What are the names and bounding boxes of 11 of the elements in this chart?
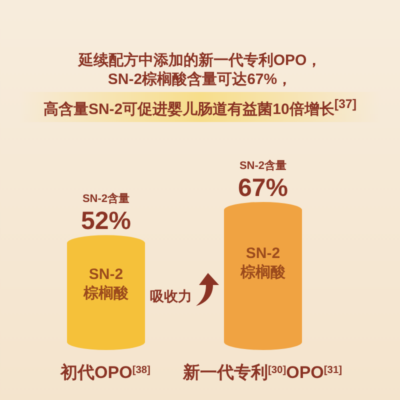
- data-label: 67%: [238, 174, 288, 202]
- text: SN-2 棕榈酸: [240, 245, 286, 282]
- x-tick-label: 新一代专利$^{[30]}$OPO$^{[31]}$: [182, 363, 342, 382]
- chart-subtitle: 高含量SN-2可促进婴儿肠道有益菌10倍增长$^{[37]}$: [19, 92, 381, 122]
- annotation: 吸收力: [150, 287, 192, 305]
- x-tick-label: 初代OPO$^{[38]}$: [60, 363, 150, 382]
- chart-title: 延续配方中添加的新一代专利OPO， SN-2棕榈酸含量可达67%，: [76, 51, 323, 89]
- text: SN-2含量: [239, 159, 287, 172]
- annotation: SN-2含量: [82, 192, 130, 206]
- series-label: SN-2 棕榈酸: [82, 266, 130, 302]
- data-label: 52%: [80, 207, 132, 236]
